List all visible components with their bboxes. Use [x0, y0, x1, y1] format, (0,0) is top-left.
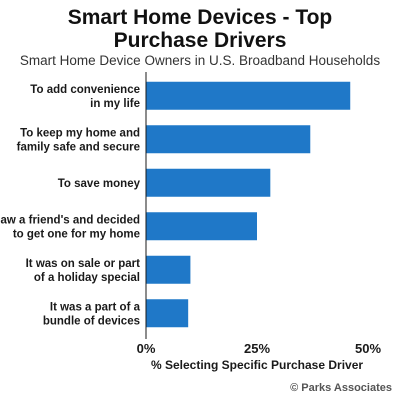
x-tick-label-0: 0%	[137, 341, 156, 356]
title-line-1: Smart Home Devices - Top	[67, 6, 333, 29]
x-tick-label-1: 25%	[244, 341, 270, 356]
bar-1	[146, 125, 311, 154]
category-label-5-0: It was a part of a	[50, 301, 141, 313]
source-credit: © Parks Associates	[290, 382, 392, 394]
chart-subtitle: Smart Home Device Owners in U.S. Broadba…	[19, 53, 381, 68]
category-label-0-0: To add convenience	[30, 84, 140, 96]
category-label-0-1: in my life	[90, 98, 140, 110]
category-label-3-0: Saw a friend's and decided	[0, 214, 140, 226]
bar-2	[146, 168, 271, 197]
x-tick-label-2: 50%	[355, 341, 381, 356]
x-axis-label: % Selecting Specific Purchase Driver	[151, 358, 363, 372]
bar-4	[146, 255, 191, 284]
bar-5	[146, 299, 189, 328]
category-label-2-0: To save money	[58, 178, 141, 190]
bar-3	[146, 212, 257, 241]
category-label-4-1: of a holiday special	[34, 272, 140, 284]
category-label-5-1: bundle of devices	[43, 315, 140, 327]
category-label-3-1: to get one for my home	[13, 228, 140, 240]
category-label-1-1: family safe and secure	[17, 141, 140, 153]
title-line-2: Purchase Drivers	[113, 29, 287, 52]
bar-0	[146, 81, 351, 110]
chart-title: Smart Home Devices - Top Purchase Drivers	[0, 6, 400, 52]
category-label-4-0: It was on sale or part	[26, 258, 141, 270]
category-label-1-0: To keep my home and	[20, 127, 140, 139]
title-line: Smart Home Devices - Top Purchase Drivers	[68, 6, 333, 52]
